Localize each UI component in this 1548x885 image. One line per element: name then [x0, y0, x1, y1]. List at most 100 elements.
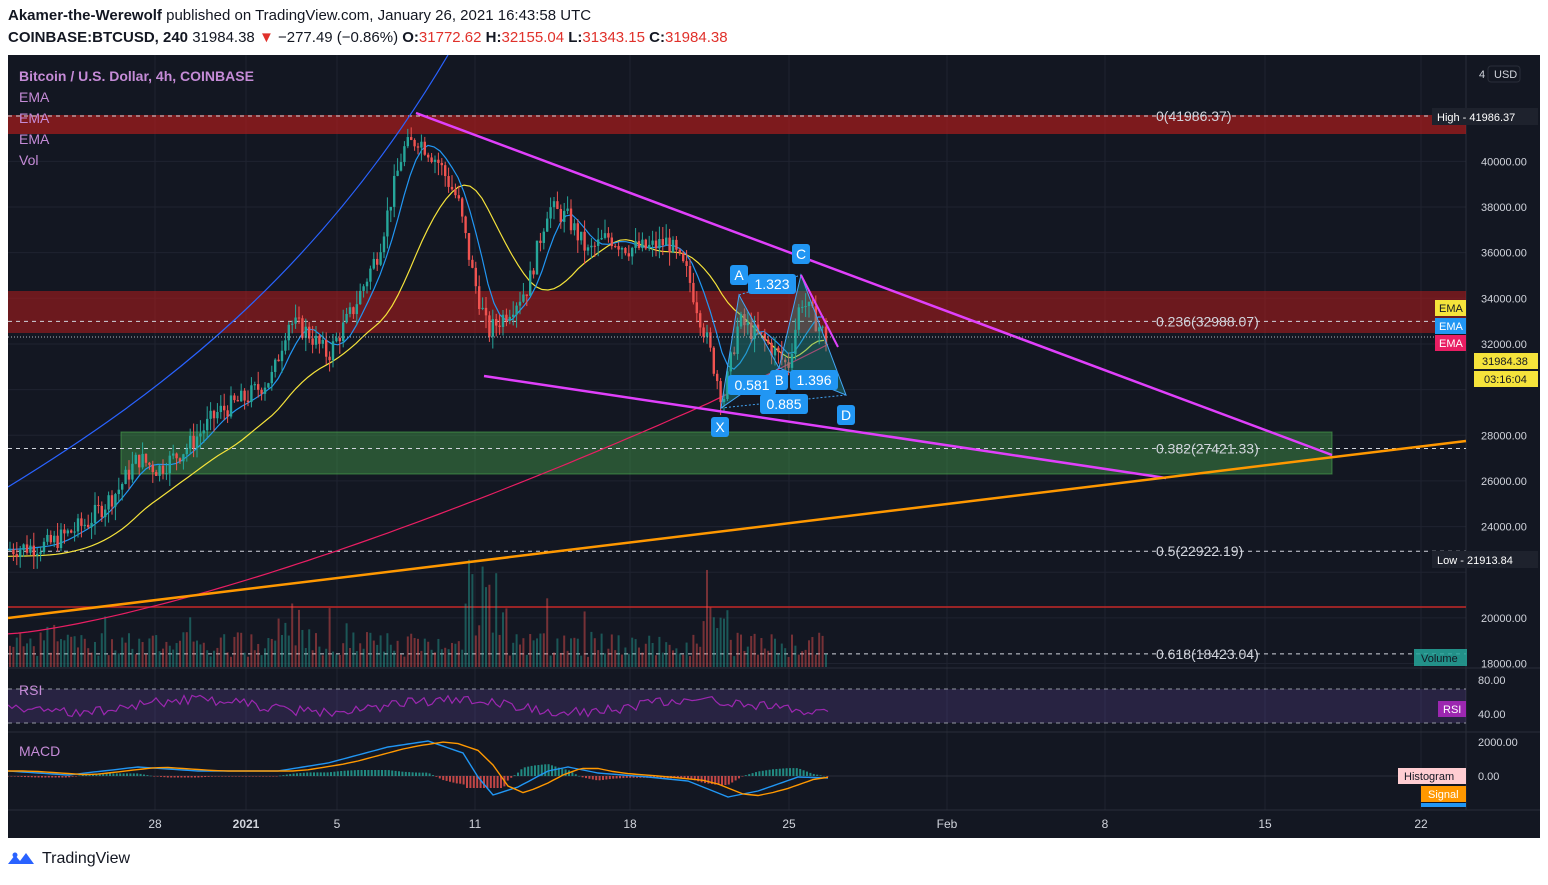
macd-histogram-bar: [449, 776, 451, 782]
volume-bar: [396, 640, 399, 667]
candle-body: [376, 258, 379, 265]
macd-histogram-bar: [476, 776, 479, 788]
macd-histogram-bar: [809, 772, 812, 776]
macd-histogram-bar: [214, 776, 217, 777]
macd-histogram-bar: [24, 776, 26, 778]
wedge-lower-trendline[interactable]: [483, 374, 1167, 480]
legend-ema-1[interactable]: EMA: [19, 89, 50, 105]
legend-volume[interactable]: Vol: [19, 152, 38, 168]
pattern-labels[interactable]: X A B C D 1.323 0.581 1.396 0.885: [711, 244, 855, 437]
volume-bar: [631, 637, 634, 667]
candle-body: [491, 319, 494, 337]
candle-body: [114, 494, 117, 507]
volume-bar: [733, 656, 736, 667]
price-tick: 36000.00: [1481, 248, 1527, 260]
candle-body: [70, 530, 73, 533]
parabolic-curve[interactable]: [8, 55, 449, 488]
volume-bar: [808, 640, 810, 667]
macd-histogram-bar: [469, 776, 472, 788]
resistance-zone-top[interactable]: [8, 115, 1466, 134]
candle-body: [447, 176, 450, 187]
macd-histogram-bar: [432, 775, 434, 776]
legend-ema-2[interactable]: EMA: [19, 110, 50, 126]
volume-bar: [100, 633, 103, 667]
candle-body: [90, 522, 93, 528]
macd-histogram-bar: [734, 776, 737, 781]
macd-signal-line: [8, 741, 829, 797]
signal-badge: [1421, 786, 1466, 802]
candle-body: [199, 433, 202, 437]
volume-bar: [801, 651, 804, 667]
currency-badge[interactable]: [1487, 65, 1521, 83]
volume-bar: [556, 638, 559, 667]
volume-bar: [379, 635, 382, 667]
tradingview-logo[interactable]: TradingView: [8, 850, 130, 868]
countdown-badge: [1474, 371, 1538, 387]
candle-body: [750, 322, 753, 340]
candle-body: [563, 210, 566, 222]
volume-bar: [814, 654, 817, 667]
candle-body: [172, 453, 175, 456]
volume-bar: [53, 624, 56, 667]
volume-bar: [114, 650, 117, 667]
macd-badge: [1421, 803, 1466, 807]
macd-histogram-bar: [387, 770, 390, 776]
volume-bar: [668, 644, 671, 667]
macd-title[interactable]: MACD: [19, 743, 60, 759]
macd-histogram-bar: [799, 768, 802, 776]
volume-bar: [369, 632, 372, 667]
long-term-support-line[interactable]: [8, 439, 1467, 620]
candle-body: [773, 347, 777, 356]
candle-body: [654, 240, 658, 249]
time-tick: 25: [782, 817, 796, 831]
candle-body: [301, 318, 304, 338]
macd-histogram-bar: [370, 770, 373, 776]
fib-retracement[interactable]: 0(41986.37) 0.236(32988.07) 0.382(27421.33…: [8, 108, 1466, 662]
volume-bar: [22, 646, 25, 667]
volume-bar: [634, 639, 637, 667]
rsi-title[interactable]: RSI: [19, 682, 42, 698]
macd-histogram-bar: [697, 776, 700, 782]
volume-badge: [1414, 649, 1467, 666]
volume-bar: [196, 640, 198, 667]
candle-body: [236, 400, 239, 402]
time-axis[interactable]: 28 2021 5 11 18 25 Feb 8 15 22: [148, 817, 1428, 831]
author-name[interactable]: Akamer-the-Werewolf: [8, 7, 162, 24]
volume-bar: [49, 652, 52, 667]
volume-bar: [315, 633, 317, 667]
price-axis[interactable]: 40000.00 38000.00 36000.00 34000.00 32000.00…: [1481, 156, 1527, 670]
support-zone[interactable]: [120, 431, 1333, 475]
volume-bar: [63, 640, 66, 667]
volume-bar: [427, 641, 430, 667]
macd-histogram-bar: [500, 776, 502, 788]
volume-bar: [617, 635, 620, 667]
legend-ema-3[interactable]: EMA: [19, 131, 50, 147]
volume-bar: [818, 632, 821, 667]
volume-bar: [107, 655, 110, 667]
macd-histogram-bar: [64, 776, 67, 778]
macd-histogram-bar: [612, 776, 615, 779]
candle-body: [117, 489, 120, 495]
wedge-upper-trendline[interactable]: [415, 111, 1333, 457]
volume-bar: [440, 649, 443, 667]
candle-body: [165, 473, 168, 475]
volume-bar: [522, 638, 525, 667]
histogram-badge: [1398, 768, 1466, 784]
candle-body: [716, 373, 719, 382]
volume-bar: [32, 646, 35, 667]
pattern-ratio-label: 1.396: [796, 372, 831, 388]
candle-body: [148, 462, 151, 465]
candle-body: [692, 282, 695, 303]
macd-histogram-bar: [517, 772, 519, 776]
last-price-badge: [1474, 353, 1538, 369]
pattern-ratio-label: 0.581: [734, 377, 769, 393]
macd-histogram-bar: [126, 773, 128, 776]
chart-canvas[interactable]: 0(41986.37) 0.236(32988.07) 0.382(27421.33…: [8, 55, 1540, 838]
volume-bar: [641, 652, 644, 667]
price-tick: 26000.00: [1481, 476, 1527, 488]
candle-body: [722, 398, 726, 403]
macd-histogram-bar: [139, 773, 142, 776]
candle-body: [243, 390, 246, 401]
candle-body: [168, 455, 171, 474]
time-tick: 22: [1414, 817, 1428, 831]
